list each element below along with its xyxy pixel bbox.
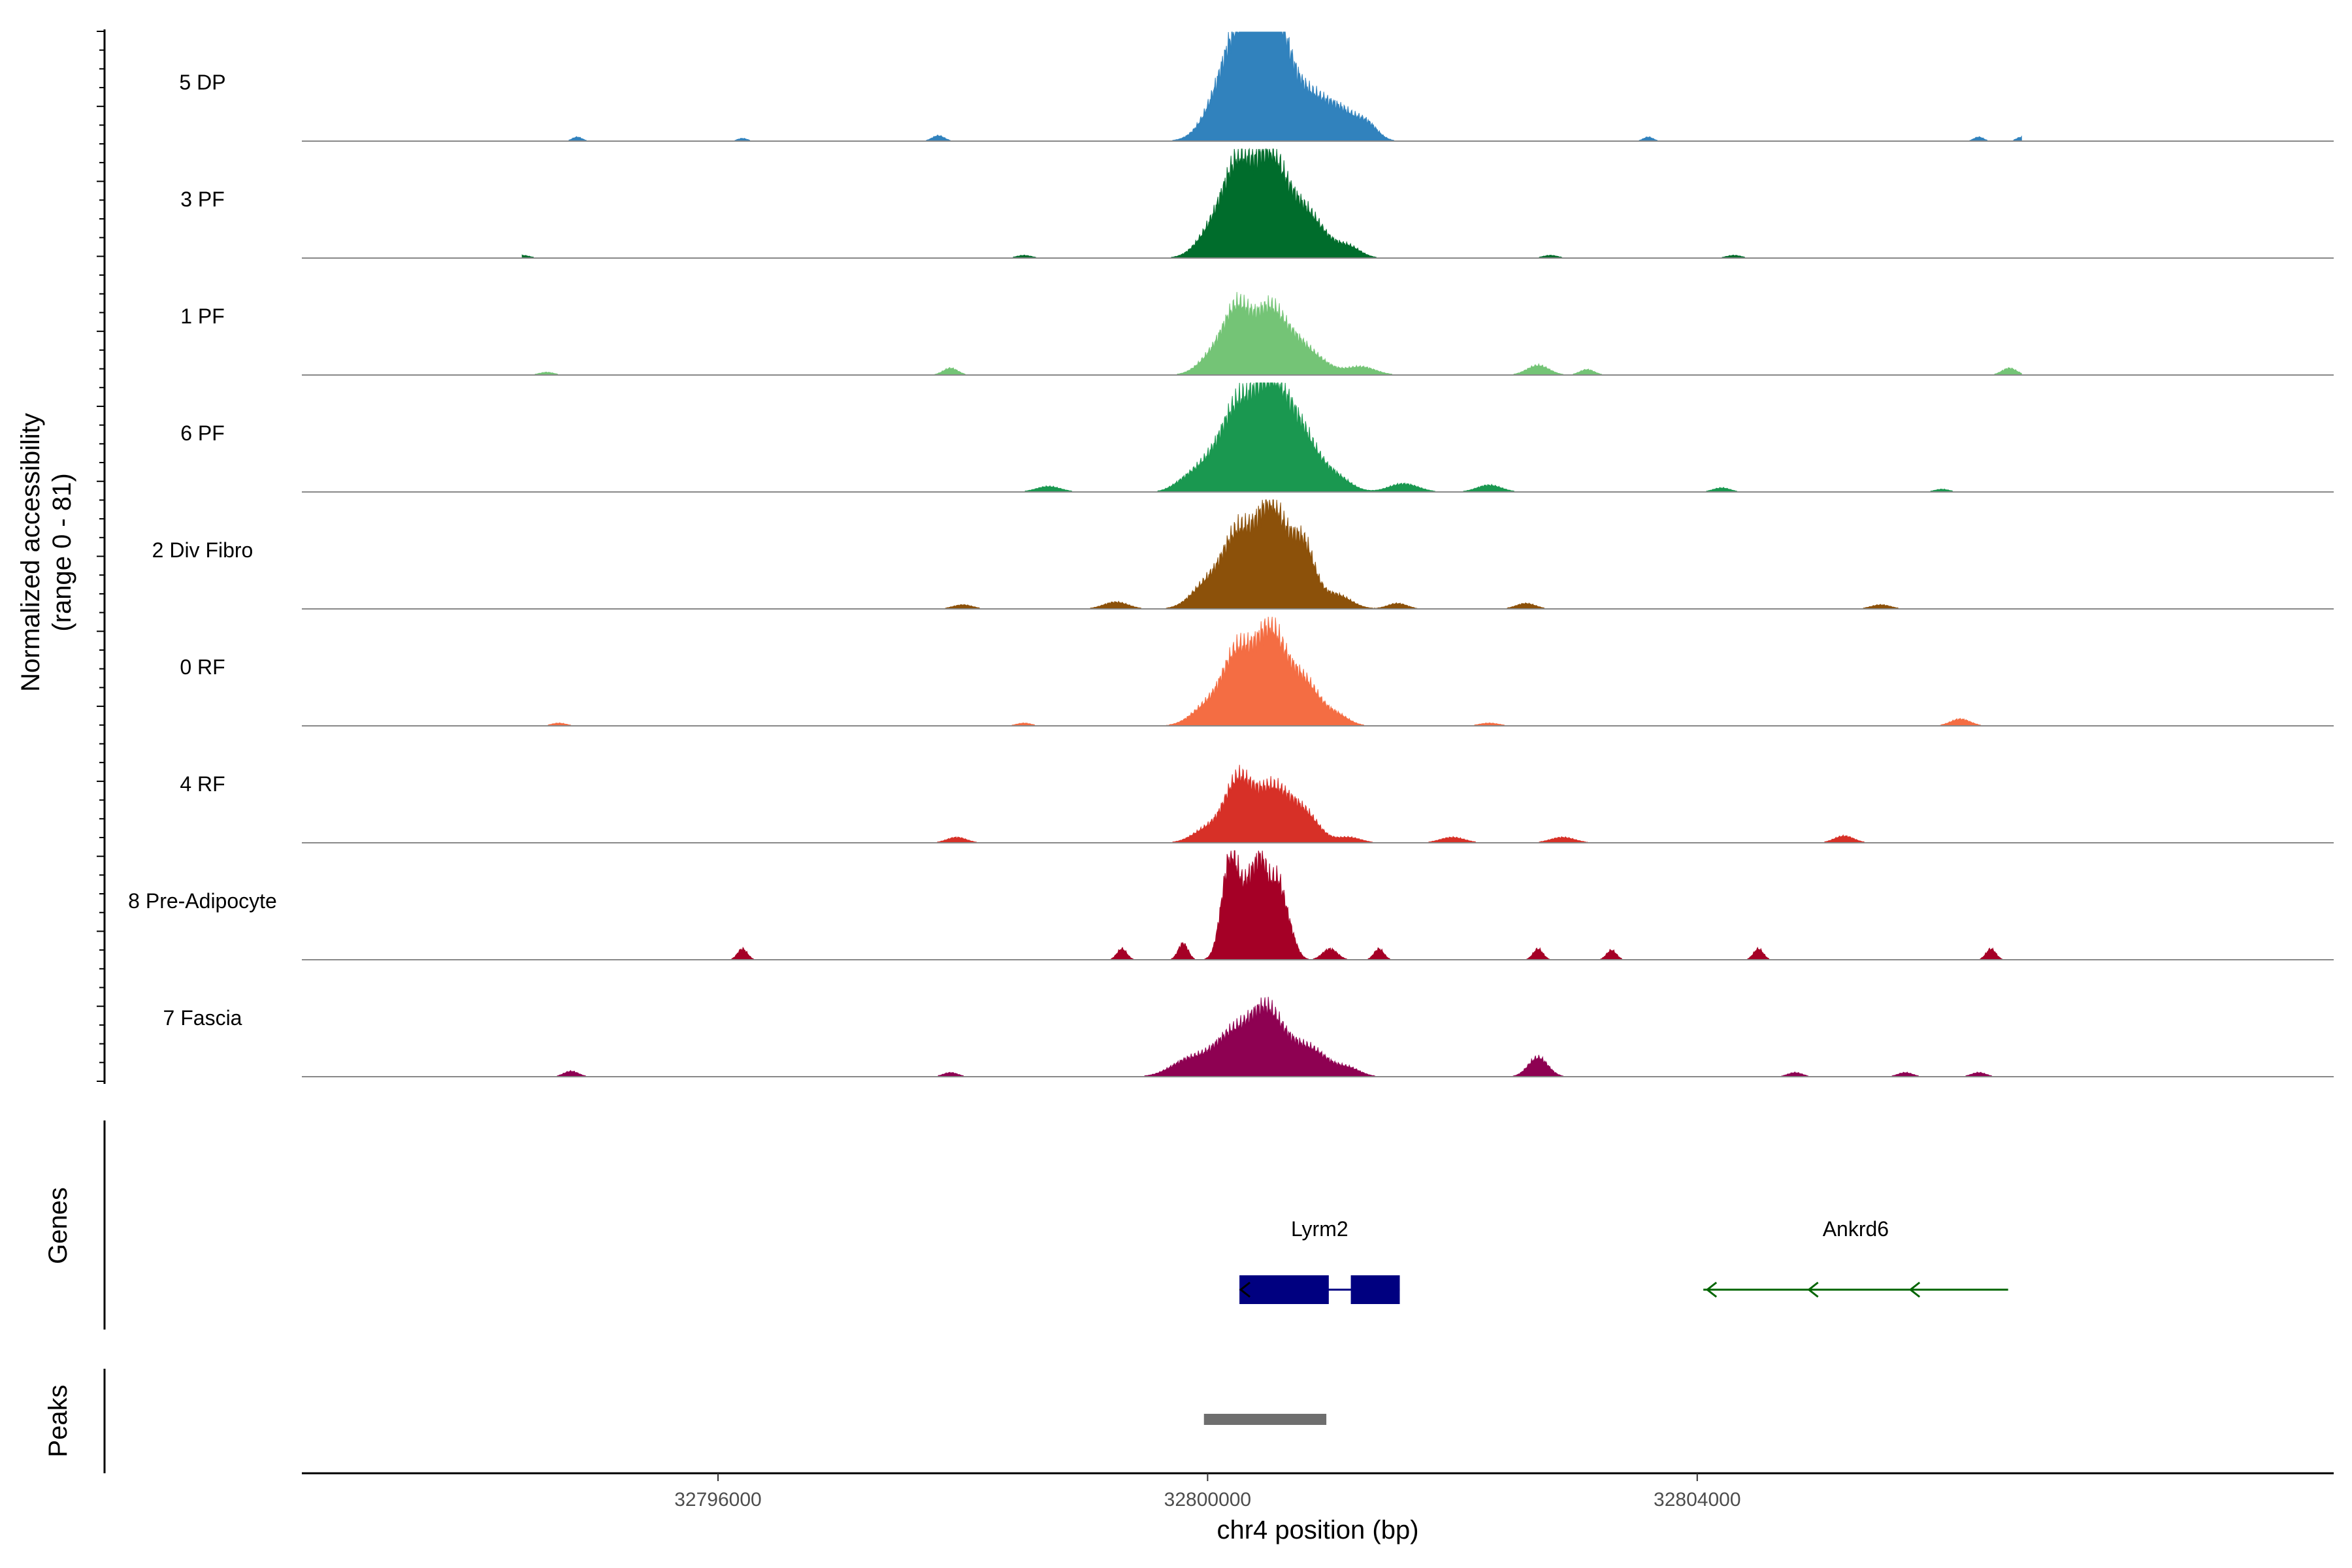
x-tick-label: 32804000 (1654, 1489, 1740, 1511)
gene-exon (1239, 1275, 1329, 1304)
peak-region (1203, 1414, 1327, 1425)
coverage-area (522, 996, 2022, 1077)
y-axis-label-line1: Normalized accessibility (16, 413, 45, 692)
track-label: 4 RF (180, 772, 225, 796)
strand-arrow (1807, 1281, 1819, 1298)
track-4-rf: 4 RF (180, 764, 2334, 843)
x-axis: 32796000 32800000 32804000 chr4 position (b… (302, 1472, 2334, 1544)
track-0-rf: 0 RF (180, 616, 2334, 727)
coverage-area (522, 616, 2022, 727)
track-8-pre-adipocyte: 8 Pre-Adipocyte (128, 850, 2334, 960)
track-5-dp: 5 DP (179, 31, 2334, 142)
genes-panel: Genes Lyrm2 Ankrd6 (44, 1120, 2008, 1330)
y-axis: Normalized accessibility (range 0 - 81) (16, 29, 106, 1084)
track-label: 0 RF (180, 655, 225, 679)
x-axis-label: chr4 position (bp) (1217, 1516, 1418, 1544)
gene-label: Ankrd6 (1823, 1217, 1889, 1241)
track-label: 7 Fascia (163, 1006, 242, 1030)
track-3-pf: 3 PF (180, 148, 2334, 259)
gene-ankrd6: Ankrd6 (1703, 1217, 2008, 1298)
track-1-pf: 1 PF (180, 291, 2334, 376)
coverage-area (522, 764, 2022, 843)
strand-arrow (1239, 1281, 1251, 1298)
track-label: 1 PF (180, 304, 225, 328)
coverage-area (522, 499, 2022, 610)
track-label: 5 DP (179, 71, 225, 94)
y-axis-label-line2: (range 0 - 81) (48, 473, 76, 631)
track-label: 3 PF (180, 188, 225, 211)
coverage-area (522, 382, 2022, 493)
coverage-tracks: 5 DP 3 PF 1 PF 6 PF 2 Div Fibro 0 RF 4 RF 8 Pre… (128, 31, 2334, 1077)
peaks-panel-title: Peaks (44, 1384, 73, 1457)
track-label: 6 PF (180, 421, 225, 445)
track-6-pf: 6 PF (180, 382, 2334, 493)
coverage-area (522, 850, 2022, 960)
strand-arrow (1908, 1281, 1921, 1298)
genes-panel-title: Genes (44, 1187, 73, 1264)
strand-arrow (1705, 1281, 1718, 1298)
peaks-panel: Peaks (44, 1369, 1327, 1473)
track-label: 2 Div Fibro (152, 538, 253, 562)
coverage-area (522, 31, 2022, 142)
coverage-area (522, 291, 2022, 376)
x-tick-label: 32800000 (1164, 1489, 1251, 1511)
gene-lyrm2: Lyrm2 (1239, 1217, 1400, 1304)
x-tick-label: 32796000 (674, 1489, 761, 1511)
track-7-fascia: 7 Fascia (163, 996, 2334, 1077)
gene-exon (1350, 1275, 1400, 1304)
track-2-div-fibro: 2 Div Fibro (152, 499, 2334, 610)
track-label: 8 Pre-Adipocyte (128, 889, 277, 913)
gene-label: Lyrm2 (1291, 1217, 1348, 1241)
coverage-area (521, 148, 2022, 259)
y-axis-label: Normalized accessibility (range 0 - 81) (16, 413, 76, 692)
